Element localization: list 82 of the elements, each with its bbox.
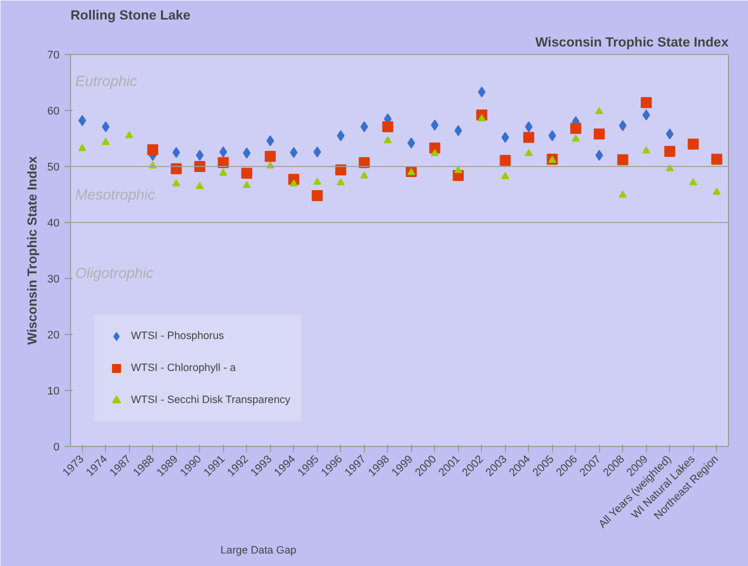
point	[312, 190, 323, 202]
point	[196, 150, 204, 161]
point	[242, 181, 251, 188]
annotation: Oligotrophic	[75, 266, 154, 282]
point	[666, 164, 674, 172]
point	[290, 179, 298, 186]
point	[360, 171, 368, 179]
point	[336, 130, 345, 142]
point	[78, 115, 86, 126]
y-tick-label: 60	[47, 106, 60, 118]
point	[147, 144, 158, 156]
point	[407, 137, 416, 148]
y-tick-label: 40	[47, 218, 60, 230]
point	[430, 120, 439, 131]
point	[688, 138, 699, 150]
y-tick-label: 10	[47, 386, 60, 398]
legend-label: WTSI - Phosphorus	[131, 330, 224, 342]
point	[102, 121, 110, 132]
point	[478, 114, 486, 122]
point	[313, 146, 322, 158]
point	[313, 178, 322, 185]
chart-title: Rolling Stone Lake	[70, 8, 190, 22]
y-tick-label: 20	[47, 330, 60, 342]
point	[666, 128, 674, 140]
annotation: Eutrophic	[75, 74, 138, 90]
point	[266, 135, 274, 146]
point	[642, 109, 650, 120]
point	[242, 148, 251, 159]
point	[170, 163, 182, 174]
point	[360, 121, 368, 132]
point	[219, 146, 228, 158]
point	[172, 147, 180, 158]
point	[264, 150, 276, 162]
y-tick-label: 50	[47, 162, 60, 174]
point	[642, 146, 650, 154]
point	[689, 178, 698, 186]
point	[335, 164, 346, 176]
point	[618, 120, 627, 132]
point	[500, 154, 511, 166]
point	[290, 147, 298, 158]
point	[241, 168, 252, 179]
y-axis-title: Wisconsin Trophic State Index	[24, 156, 40, 345]
point	[595, 107, 604, 114]
point	[572, 134, 580, 142]
point	[548, 130, 556, 142]
point	[384, 136, 392, 144]
point	[219, 168, 228, 176]
point	[595, 150, 604, 161]
text: Large Data Gap	[220, 544, 296, 556]
point	[430, 149, 439, 156]
point	[617, 154, 628, 166]
point	[218, 157, 229, 168]
point	[336, 178, 345, 186]
legend-label: WTSI - Chlorophyll - a	[131, 362, 236, 374]
point	[358, 157, 370, 168]
chart-subtitle: Wisconsin Trophic State Index	[535, 34, 730, 50]
point	[523, 132, 534, 143]
point	[570, 122, 582, 134]
point	[454, 125, 462, 136]
point	[711, 154, 722, 165]
legend-label: WTSI - Secchi Disk Transparency	[131, 394, 290, 406]
point	[640, 97, 652, 108]
point	[501, 132, 510, 143]
point	[478, 86, 486, 98]
point	[194, 161, 206, 172]
point	[172, 179, 180, 186]
point	[524, 149, 533, 156]
y-tick-label: 30	[47, 274, 60, 286]
point	[712, 188, 721, 195]
point	[78, 144, 86, 152]
point	[501, 172, 510, 180]
point	[102, 138, 110, 145]
point	[125, 131, 134, 138]
point	[382, 121, 394, 132]
annotation: Mesotrophic	[75, 188, 156, 204]
y-tick-label: 70	[47, 50, 60, 62]
point	[618, 190, 627, 198]
point	[524, 121, 533, 132]
point	[196, 182, 204, 190]
point	[594, 128, 605, 140]
y-tick-label: 0	[53, 442, 60, 454]
point	[664, 146, 676, 157]
